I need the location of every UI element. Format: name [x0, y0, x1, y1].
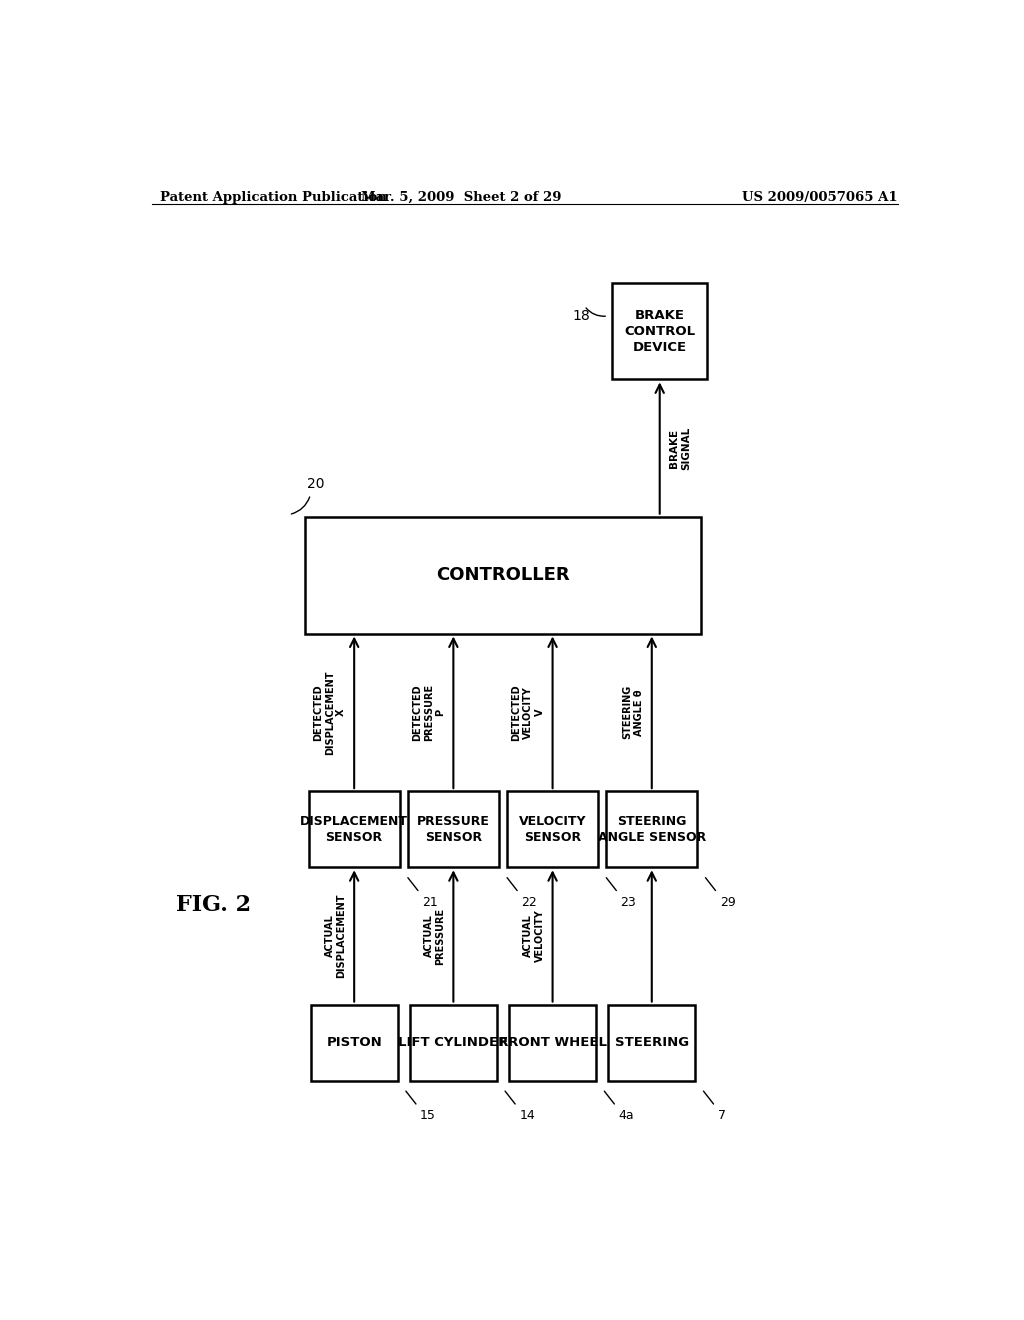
Text: ACTUAL
VELOCITY: ACTUAL VELOCITY — [523, 909, 545, 962]
Text: 23: 23 — [621, 896, 636, 908]
Text: LIFT CYLINDER: LIFT CYLINDER — [398, 1036, 509, 1049]
Text: BRAKE
SIGNAL: BRAKE SIGNAL — [670, 426, 691, 470]
Text: ACTUAL
PRESSURE: ACTUAL PRESSURE — [424, 907, 445, 965]
Text: ACTUAL
DISPLACEMENT: ACTUAL DISPLACEMENT — [325, 894, 346, 978]
Text: US 2009/0057065 A1: US 2009/0057065 A1 — [742, 191, 898, 203]
Text: FIG. 2: FIG. 2 — [176, 895, 251, 916]
Bar — [608, 1005, 695, 1081]
Bar — [612, 282, 708, 379]
Text: 14: 14 — [519, 1109, 535, 1122]
Text: 21: 21 — [422, 896, 438, 908]
Text: PRESSURE
SENSOR: PRESSURE SENSOR — [417, 814, 489, 843]
Bar — [408, 791, 499, 867]
Text: 29: 29 — [720, 896, 735, 908]
Text: 7: 7 — [718, 1109, 726, 1122]
Bar — [606, 791, 697, 867]
Text: STEERING
ANGLE θ: STEERING ANGLE θ — [623, 685, 644, 739]
Text: STEERING
ANGLE SENSOR: STEERING ANGLE SENSOR — [598, 814, 706, 843]
Bar — [308, 791, 399, 867]
Text: Patent Application Publication: Patent Application Publication — [160, 191, 386, 203]
Bar — [509, 1005, 596, 1081]
Text: PISTON: PISTON — [327, 1036, 382, 1049]
Bar — [304, 516, 701, 634]
Bar — [310, 1005, 397, 1081]
Text: 15: 15 — [420, 1109, 436, 1122]
Bar — [410, 1005, 497, 1081]
Text: DETECTED
PRESSURE
P: DETECTED PRESSURE P — [413, 684, 445, 741]
Text: STEERING: STEERING — [614, 1036, 689, 1049]
Text: 22: 22 — [521, 896, 537, 908]
Text: BRAKE
CONTROL
DEVICE: BRAKE CONTROL DEVICE — [625, 309, 695, 354]
Text: DETECTED
DISPLACEMENT
X: DETECTED DISPLACEMENT X — [313, 671, 346, 755]
Text: FRONT WHEEL: FRONT WHEEL — [499, 1036, 606, 1049]
Text: 18: 18 — [572, 309, 590, 323]
Text: 20: 20 — [306, 478, 324, 491]
Text: 4a: 4a — [618, 1109, 634, 1122]
Text: VELOCITY
SENSOR: VELOCITY SENSOR — [519, 814, 587, 843]
Text: DISPLACEMENT
SENSOR: DISPLACEMENT SENSOR — [300, 814, 409, 843]
Text: CONTROLLER: CONTROLLER — [436, 566, 569, 585]
Bar — [507, 791, 598, 867]
Text: DETECTED
VELOCITY
V: DETECTED VELOCITY V — [511, 684, 545, 741]
Text: Mar. 5, 2009  Sheet 2 of 29: Mar. 5, 2009 Sheet 2 of 29 — [361, 191, 561, 203]
